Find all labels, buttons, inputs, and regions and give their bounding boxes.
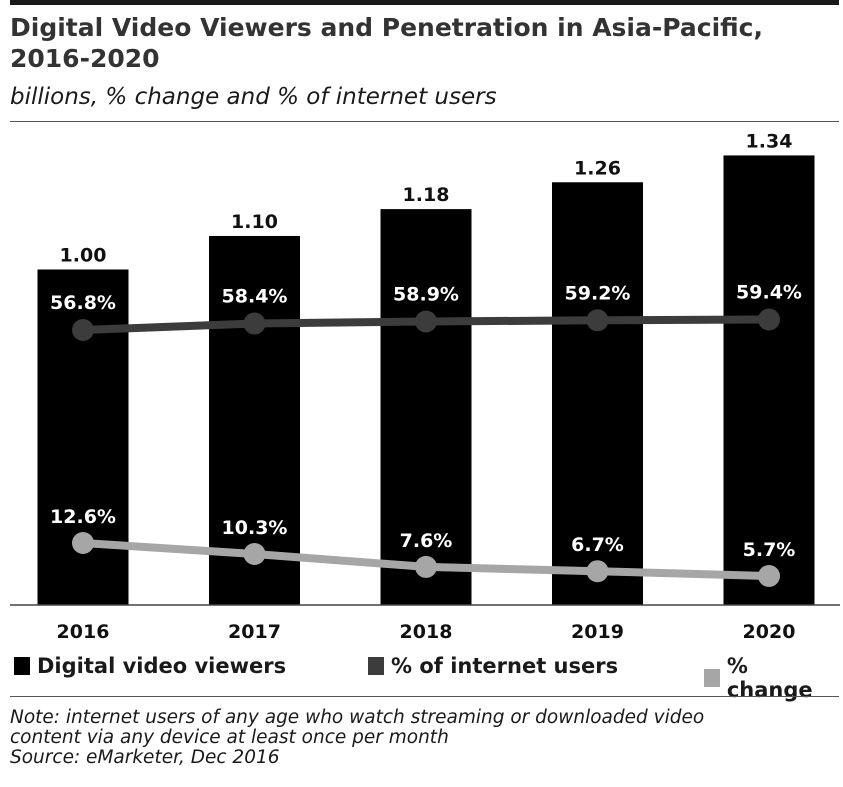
of-internet-users-point-2016 bbox=[72, 319, 94, 341]
x-tick-label-2017: 2017 bbox=[228, 621, 281, 643]
source-line: Source: eMarketer, Dec 2016 bbox=[10, 747, 280, 768]
change-point-2019 bbox=[586, 560, 609, 583]
bar-value-label-2019: 1.26 bbox=[574, 157, 621, 179]
chart-legend: Digital video viewers % of internet user… bbox=[14, 654, 840, 702]
of-internet-users-point-2018 bbox=[415, 310, 437, 333]
of-internet-users-point-label-2018: 58.9% bbox=[393, 284, 459, 306]
of-internet-users-point-2019 bbox=[586, 309, 609, 332]
legend-swatch-change bbox=[704, 669, 720, 687]
bar-value-label-2016: 1.00 bbox=[60, 245, 107, 267]
note-line-2: content via any device at least once per… bbox=[10, 727, 449, 748]
chart-subtitle: billions, % change and % of internet use… bbox=[10, 84, 497, 110]
legend-item-change: % change bbox=[704, 654, 840, 702]
note-line-1: Note: internet users of any age who watc… bbox=[10, 707, 705, 728]
of-internet-users-point-2020 bbox=[758, 308, 780, 331]
chart-note: Note: internet users of any age who watc… bbox=[10, 708, 840, 768]
footer-divider bbox=[10, 696, 839, 697]
top-rule bbox=[10, 0, 839, 5]
change-point-label-2016: 12.6% bbox=[50, 506, 116, 528]
legend-swatch-viewers bbox=[14, 657, 30, 675]
header-divider bbox=[10, 121, 839, 122]
legend-swatch-penetration bbox=[368, 657, 384, 675]
legend-label-change: % change bbox=[726, 654, 813, 702]
bar-2020 bbox=[723, 155, 815, 605]
bar-2018 bbox=[380, 209, 472, 606]
bar-2019 bbox=[552, 182, 643, 605]
x-tick-label-2018: 2018 bbox=[400, 621, 453, 643]
change-point-label-2018: 7.6% bbox=[400, 530, 453, 552]
bar-value-label-2020: 1.34 bbox=[746, 130, 793, 152]
of-internet-users-point-label-2019: 59.2% bbox=[565, 282, 631, 304]
of-internet-users-point-label-2017: 58.4% bbox=[222, 286, 288, 308]
of-internet-users-point-label-2020: 59.4% bbox=[736, 282, 802, 304]
legend-item-penetration: % of internet users bbox=[368, 654, 618, 678]
of-internet-users-point-label-2016: 56.8% bbox=[50, 292, 116, 314]
legend-label-penetration: % of internet users bbox=[391, 654, 619, 678]
legend-label-viewers: Digital video viewers bbox=[37, 654, 287, 678]
change-point-label-2017: 10.3% bbox=[222, 517, 288, 539]
change-point-2017 bbox=[243, 543, 266, 565]
bar-value-label-2018: 1.18 bbox=[403, 184, 450, 206]
change-point-label-2019: 6.7% bbox=[571, 534, 624, 556]
x-tick-label-2019: 2019 bbox=[571, 621, 624, 643]
x-tick-label-2020: 2020 bbox=[743, 621, 796, 643]
change-point-label-2020: 5.7% bbox=[743, 539, 796, 561]
change-point-2018 bbox=[415, 555, 437, 578]
bar-value-label-2017: 1.10 bbox=[231, 211, 278, 233]
of-internet-users-point-2017 bbox=[243, 312, 266, 335]
combo-chart: 1.00 1.10 1.18 1.26 1.34 2016 2017 2018 2019 2020… bbox=[10, 130, 840, 643]
legend-item-viewers: Digital video viewers bbox=[14, 654, 286, 678]
chart-title: Digital Video Viewers and Penetration in… bbox=[10, 13, 764, 73]
change-point-2016 bbox=[72, 532, 94, 554]
change-point-2020 bbox=[758, 565, 780, 587]
x-tick-label-2016: 2016 bbox=[57, 621, 110, 643]
